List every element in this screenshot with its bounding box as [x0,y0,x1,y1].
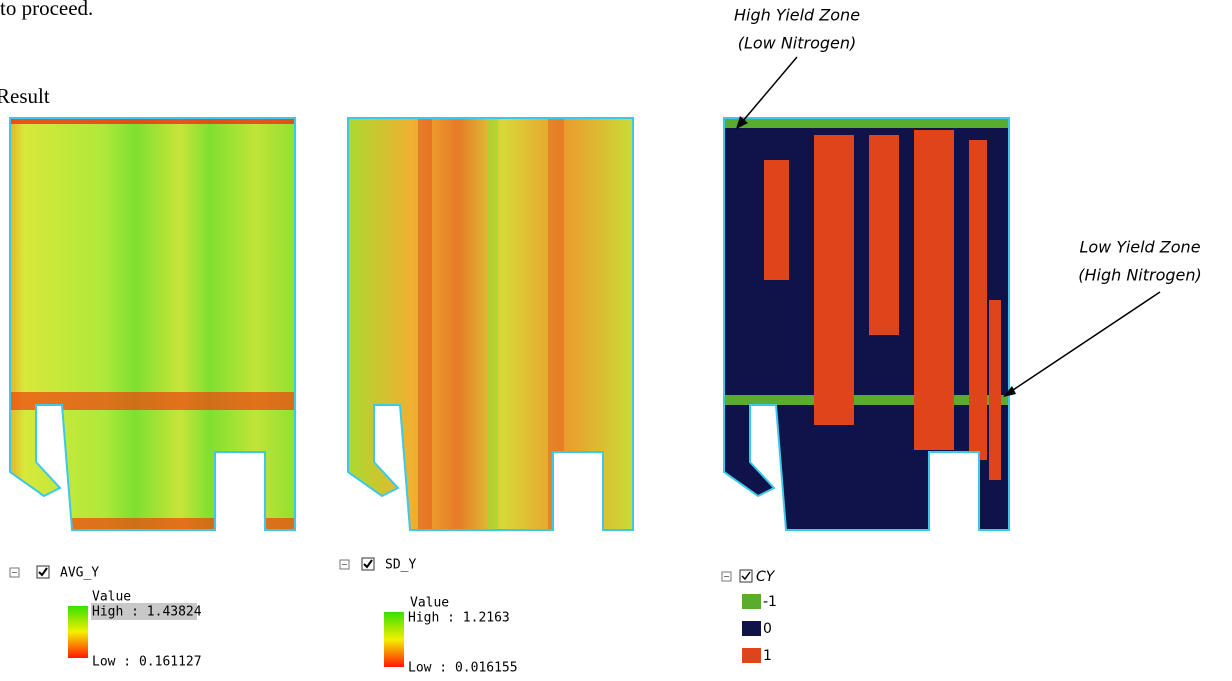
class-label: -1 [763,594,777,610]
class-label: 1 [763,648,772,664]
legend-low: Low : 0.161127 [92,655,202,670]
arrow [742,57,797,122]
layer-name: AVG_Y [60,566,99,581]
layer-name: SD_Y [385,558,416,573]
legend-high: High : 1.2163 [408,611,510,626]
legend-high: High : 1.43824 [92,605,202,620]
legend-field: Value [410,596,449,611]
annotation: (High Nitrogen) [1078,266,1202,285]
legend-field: Value [92,590,131,605]
legend: SD_Y Value High : 1.2163 Low : 0.016155 [340,558,518,676]
layer-name: CY [756,569,776,585]
figure: to proceed. Result [0,0,1232,681]
legend-low: Low : 0.016155 [408,661,518,676]
annotation: High Yield Zone [734,6,860,25]
annotation: (Low Nitrogen) [738,34,857,53]
arrow [1010,292,1160,392]
annotation: Low Yield Zone [1079,238,1200,257]
legend: CY -1 0 1 [722,569,777,664]
section-heading: Result [0,84,50,108]
body-text: to proceed. [0,0,93,20]
avg-map [0,110,300,540]
class-label: 0 [763,621,772,637]
legend: AVG_Y Value High : 1.43824 Low : 0.16112… [10,566,202,670]
cy-map [714,110,1014,540]
sd-map [338,110,638,540]
